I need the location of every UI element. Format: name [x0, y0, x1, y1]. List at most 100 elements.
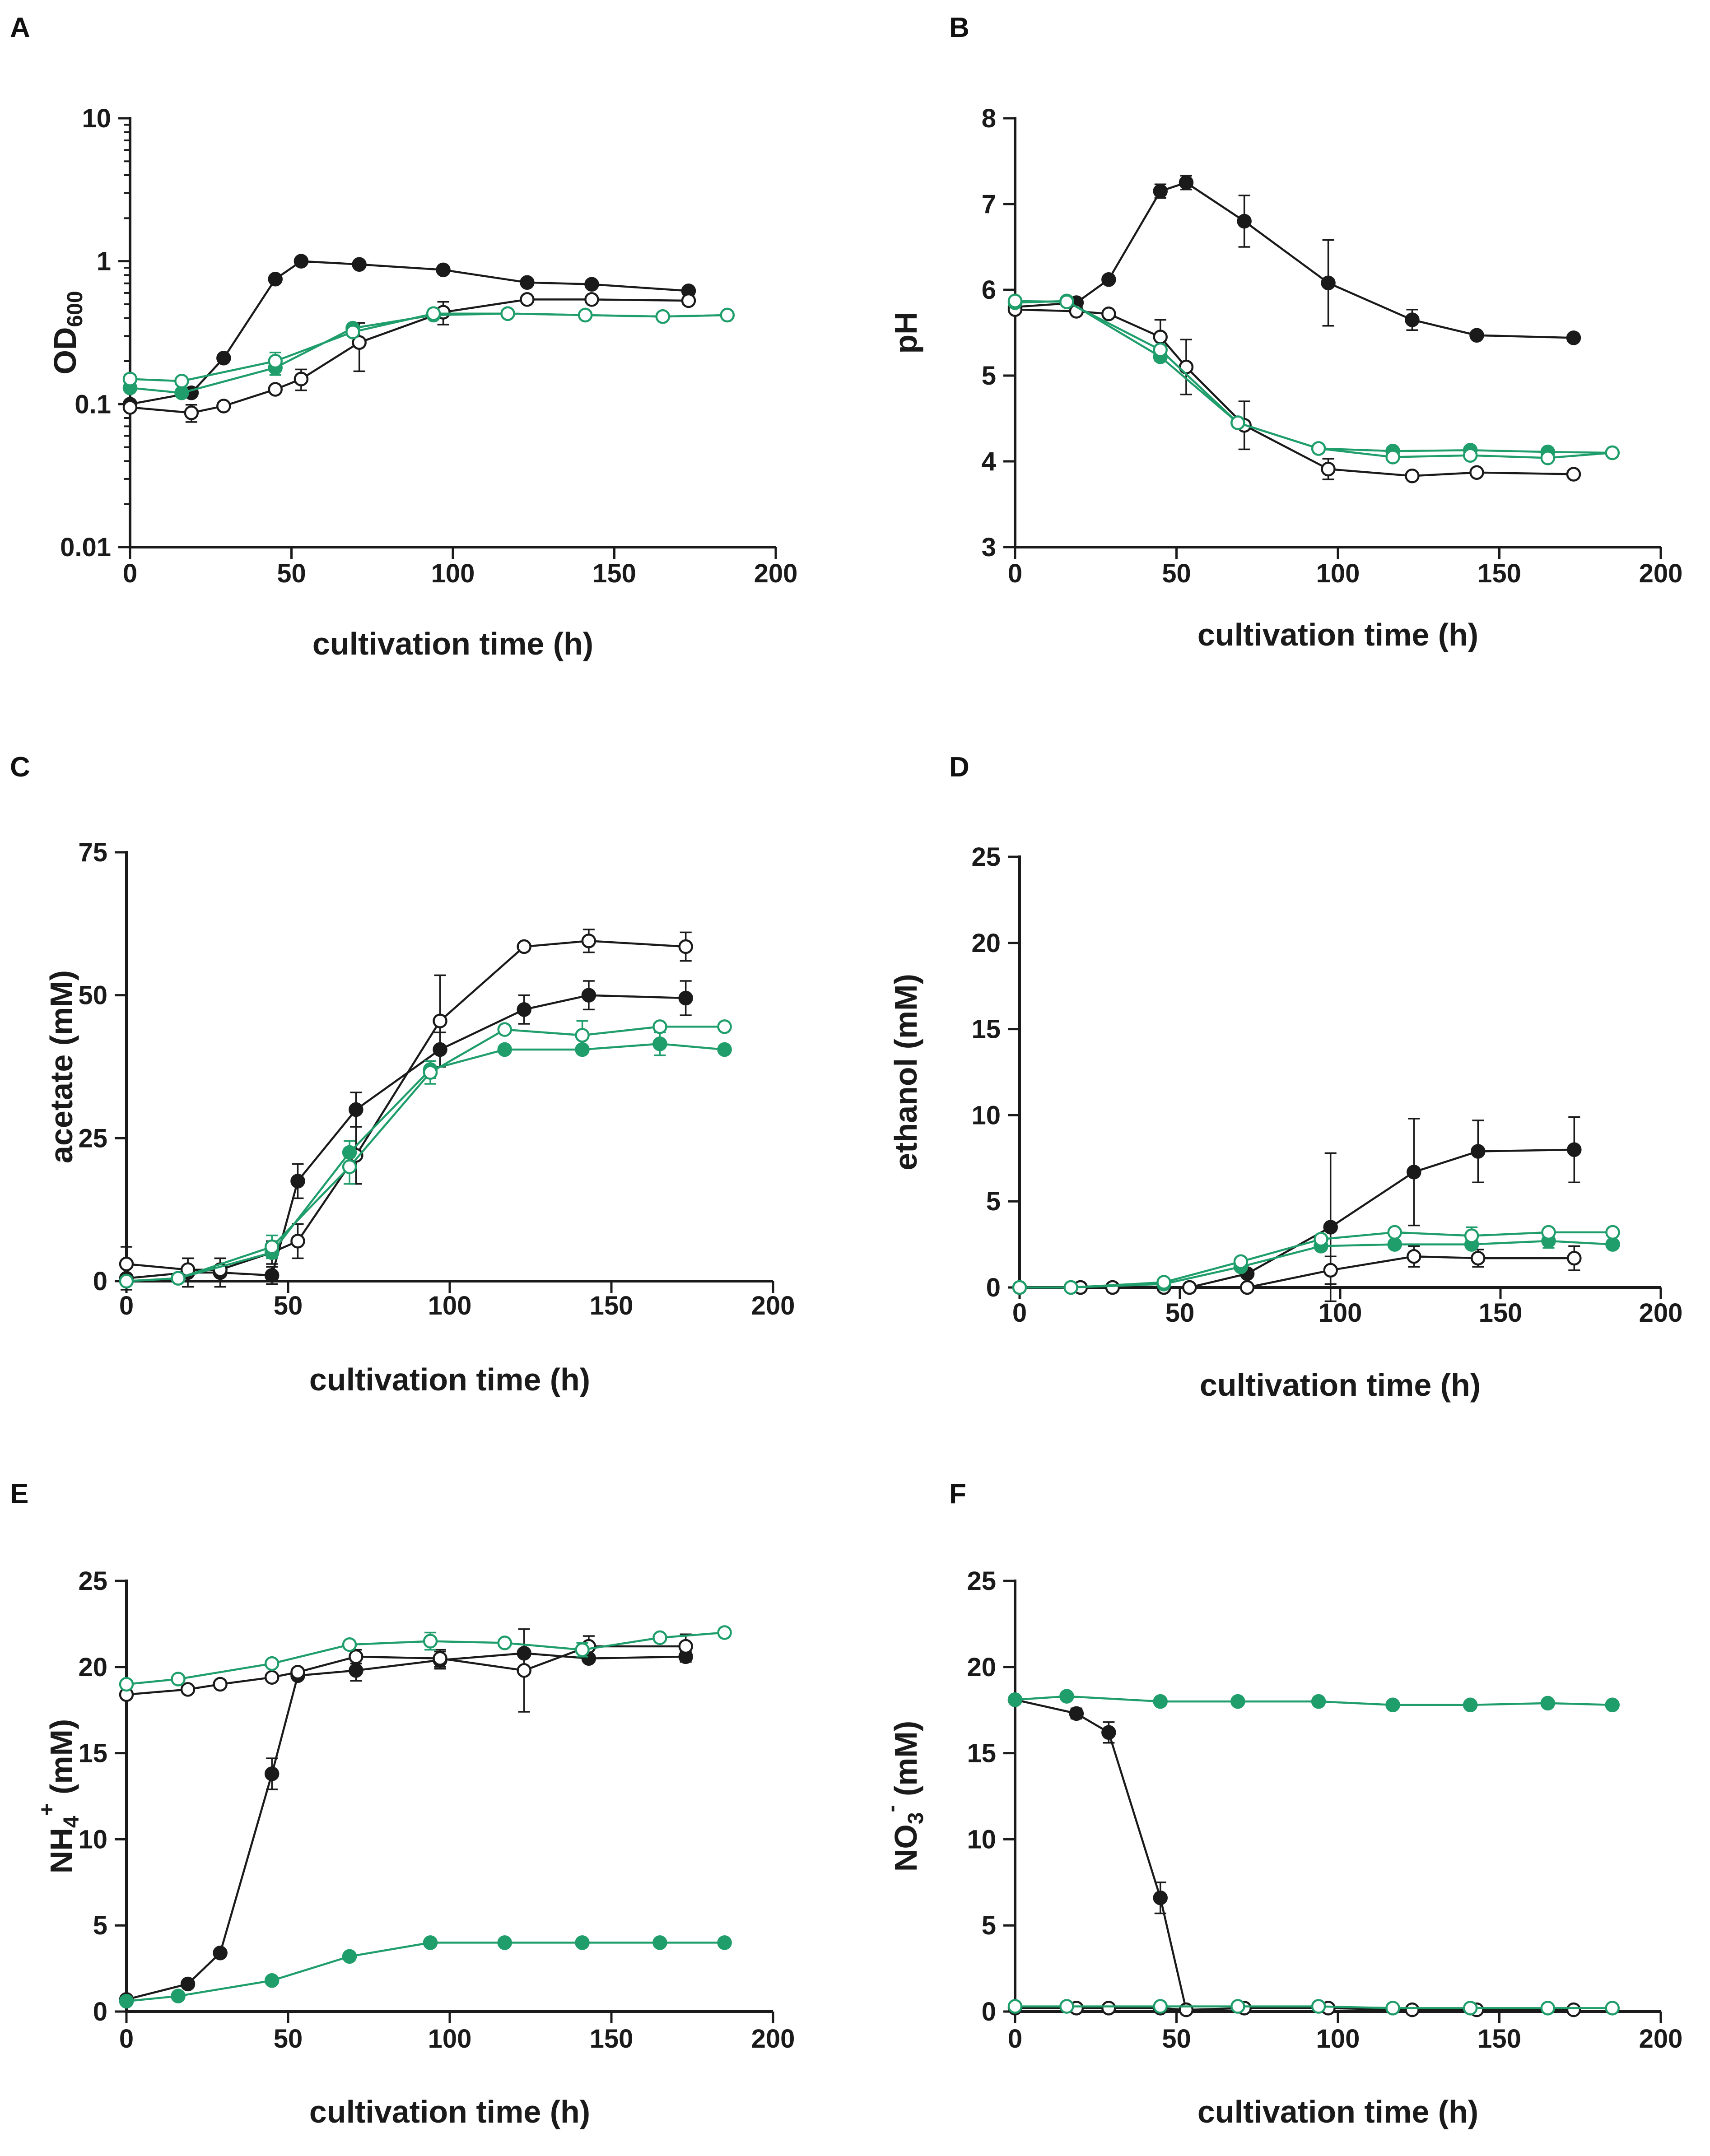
panel-letter: C [10, 752, 30, 783]
x-tick-label: 200 [751, 2024, 795, 2054]
data-point [1463, 448, 1478, 463]
data-point [294, 372, 309, 386]
series-green-open [119, 1019, 732, 1289]
data-point [349, 1649, 363, 1664]
x-tick-label: 150 [1477, 559, 1521, 588]
panel-letter: E [10, 1478, 28, 1510]
series-line [126, 1645, 686, 1696]
data-point [720, 307, 735, 323]
data-point [1101, 1725, 1116, 1740]
data-point [352, 257, 367, 272]
series-line [1015, 181, 1574, 339]
data-point [1230, 415, 1245, 430]
data-point [652, 1935, 667, 1950]
x-tick-label: 0 [1008, 2024, 1022, 2054]
data-point [294, 254, 309, 269]
data-point [1541, 1225, 1556, 1240]
y-tick-label: 8 [982, 104, 996, 133]
data-point [174, 373, 189, 389]
y-axis-title-main: OD [47, 327, 83, 375]
data-point [678, 990, 693, 1006]
data-point [433, 1651, 447, 1666]
x-tick-label: 0 [1012, 1298, 1027, 1328]
y-tick-label: 0.1 [75, 390, 111, 419]
data-point [678, 1639, 693, 1654]
y-tick-label: 5 [982, 361, 996, 390]
data-point [1405, 312, 1420, 327]
series-green-open [1012, 1225, 1620, 1295]
data-point [655, 309, 670, 324]
data-point [1405, 469, 1420, 483]
data-point [678, 939, 693, 954]
data-point [578, 307, 593, 323]
data-point [290, 1664, 305, 1680]
x-tick-label: 50 [274, 2024, 303, 2054]
data-point [1605, 2001, 1620, 2016]
y-tick-label: 0 [986, 1273, 1001, 1302]
data-point [581, 988, 596, 1003]
data-point [264, 1268, 280, 1283]
data-point [264, 1973, 280, 1988]
x-tick-label: 50 [277, 559, 306, 588]
data-point [575, 1935, 590, 1950]
data-point [1153, 1890, 1168, 1905]
panel-a: A 0 50 100 150 200 0.01 0.1 1 10 cultivation time … [10, 12, 797, 661]
data-point [1567, 1142, 1582, 1157]
x-axis-title: cultivation time (h) [309, 1362, 590, 1397]
data-point [1566, 330, 1581, 345]
data-point [517, 1663, 531, 1678]
y-axis-title-main: NO [888, 1824, 923, 1872]
data-point [1007, 293, 1023, 308]
data-point [342, 1637, 357, 1652]
data-point [1385, 450, 1400, 465]
data-point [436, 262, 451, 278]
y-axis-title: acetate (mM) [44, 970, 79, 1163]
data-point [1156, 1275, 1171, 1290]
y-axis-title-subscript: 3 [904, 1812, 928, 1824]
data-point [342, 1949, 357, 1964]
y-tick-label: 0 [93, 1997, 107, 2026]
data-point [264, 1670, 280, 1685]
data-point [1182, 1280, 1197, 1295]
data-point [575, 1028, 590, 1043]
x-tick-label: 100 [431, 559, 475, 588]
data-point [1059, 294, 1074, 309]
data-point [1012, 1280, 1027, 1295]
x-tick-label: 100 [1319, 1298, 1362, 1328]
data-point [122, 372, 138, 386]
data-point [1407, 1249, 1421, 1264]
panel-e: E 0 50 100 150 200 0 5 10 15 20 25 cultivation time … [10, 1478, 795, 2129]
y-tick-label: 5 [986, 1187, 1001, 1216]
y-tick-label: 0 [93, 1267, 107, 1296]
series-green-filled [119, 1935, 732, 2009]
data-point [426, 306, 441, 321]
data-point [575, 1642, 590, 1657]
data-point [122, 400, 138, 415]
data-point [581, 934, 596, 948]
data-point [264, 1656, 280, 1671]
data-point [180, 1976, 196, 1992]
data-point [717, 1625, 732, 1640]
y-tick-label: 5 [982, 1911, 996, 1940]
data-point [423, 1634, 438, 1649]
series-black-filled [119, 1646, 693, 2007]
data-point [1239, 1280, 1255, 1295]
panel-c: C 0 50 100 150 200 0 25 50 75 cultivation time (h)… [10, 752, 795, 1397]
y-axis-title: NO3- (mM) [880, 1721, 928, 1872]
y-axis-title-unit: (mM) [888, 1721, 923, 1805]
panel-letter: A [10, 12, 30, 43]
data-point [1153, 342, 1168, 358]
data-point [1069, 1706, 1084, 1721]
data-point [1540, 451, 1555, 465]
y-tick-label: 0 [982, 1997, 996, 2026]
data-point [1605, 1697, 1620, 1713]
data-point [1105, 1280, 1120, 1295]
y-axis-title: NH4+ (mM) [35, 1719, 84, 1873]
x-axis-title: cultivation time (h) [312, 626, 593, 661]
data-point [1230, 1694, 1245, 1709]
data-point [1311, 441, 1326, 456]
data-point [1385, 2001, 1400, 2016]
data-point [268, 271, 283, 287]
